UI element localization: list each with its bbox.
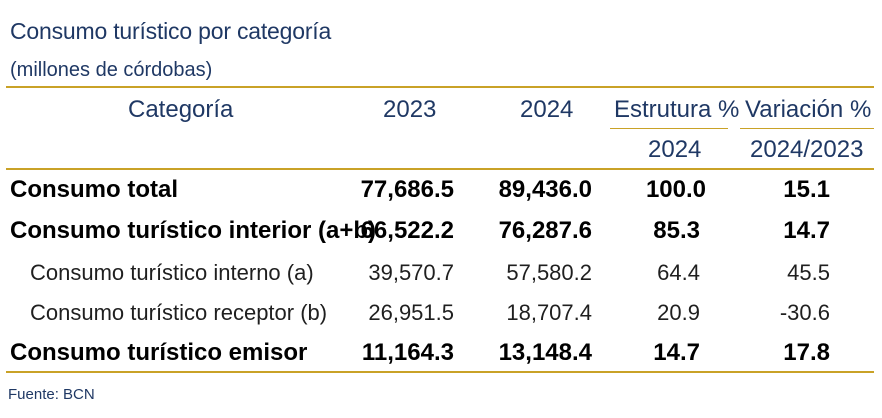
estructura-header-rule	[610, 128, 728, 129]
row-variacion: 15.1	[783, 176, 830, 203]
row-estructura: 14.7	[653, 339, 700, 366]
row-value-2023: 39,570.7	[368, 260, 454, 285]
row-estructura: 20.9	[657, 300, 700, 325]
row-label: Consumo turístico interior (a+b)	[10, 217, 377, 244]
row-value-2024: 89,436.0	[498, 176, 592, 203]
header-variacion: Variación %	[745, 96, 872, 123]
row-label: Consumo turístico emisor	[10, 339, 308, 366]
source-note: Fuente: BCN	[8, 386, 95, 403]
row-value-2023: 66,522.2	[360, 217, 454, 244]
row-variacion: -30.6	[779, 300, 830, 325]
row-estructura: 64.4	[657, 260, 700, 285]
table-subtitle: (millones de córdobas)	[10, 59, 213, 81]
variacion-header-rule	[740, 128, 874, 129]
row-value-2024: 18,707.4	[506, 300, 592, 325]
header-rule	[6, 168, 874, 170]
bottom-rule	[6, 371, 874, 373]
table-title: Consumo turístico por categoría	[10, 18, 332, 44]
row-value-2024: 76,287.6	[498, 217, 592, 244]
row-estructura: 100.0	[645, 176, 706, 203]
row-label: Consumo total	[10, 176, 178, 203]
header-variacion-years: 2024/2023	[750, 136, 864, 163]
header-estructura: Estrutura %	[614, 96, 740, 123]
row-value-2024: 13,148.4	[498, 339, 592, 366]
row-variacion: 14.7	[783, 217, 830, 244]
top-rule	[6, 86, 874, 88]
row-value-2023: 77,686.5	[360, 176, 454, 203]
row-label: Consumo turístico interno (a)	[30, 260, 314, 285]
header-categoria: Categoría	[128, 96, 234, 123]
header-2023: 2023	[383, 96, 437, 123]
header-2024: 2024	[520, 96, 574, 123]
row-variacion: 17.8	[783, 339, 830, 366]
row-value-2023: 26,951.5	[368, 300, 454, 325]
row-label: Consumo turístico receptor (b)	[30, 300, 328, 325]
row-value-2023: 11,164.3	[361, 339, 454, 366]
row-value-2024: 57,580.2	[506, 260, 592, 285]
row-estructura: 85.3	[653, 217, 700, 244]
header-estructura-year: 2024	[648, 136, 702, 163]
row-variacion: 45.5	[787, 260, 830, 285]
